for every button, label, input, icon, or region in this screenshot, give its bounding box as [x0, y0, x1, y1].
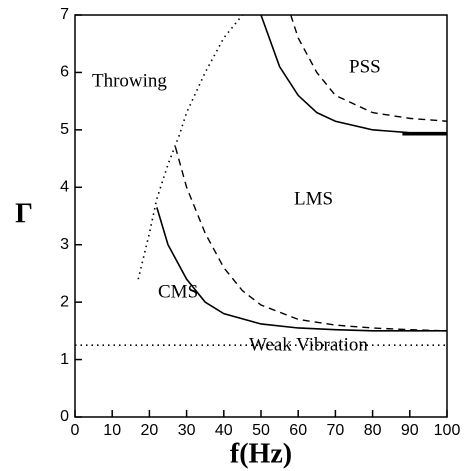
annotation: LMS [294, 188, 333, 209]
y-tick-label: 2 [60, 293, 69, 310]
x-tick-label: 60 [289, 422, 307, 439]
x-tick-label: 80 [364, 422, 382, 439]
annotation: Throwing [92, 70, 167, 91]
x-axis-label: f(Hz) [230, 438, 292, 469]
y-tick-label: 3 [60, 236, 69, 253]
y-tick-label: 4 [60, 179, 69, 196]
x-tick-label: 100 [434, 422, 461, 439]
x-tick-label: 90 [401, 422, 419, 439]
x-tick-label: 50 [252, 422, 270, 439]
y-axis-label: Γ [15, 198, 33, 229]
series-line [137, 14, 244, 280]
y-tick-label: 1 [60, 351, 69, 368]
y-tick-label: 5 [60, 121, 69, 138]
x-tick-label: 20 [141, 422, 159, 439]
series-line [156, 207, 447, 332]
x-tick-label: 0 [71, 422, 80, 439]
annotation: PSS [349, 56, 381, 77]
series-line [260, 14, 447, 134]
annotation: Weak Vibration [249, 334, 368, 355]
y-tick-label: 0 [60, 408, 69, 425]
y-tick-label: 6 [60, 64, 69, 81]
annotation: CMS [158, 281, 198, 302]
x-tick-label: 30 [178, 422, 196, 439]
x-tick-label: 70 [327, 422, 345, 439]
x-tick-label: 40 [215, 422, 233, 439]
series-line [174, 146, 448, 332]
series-line [290, 14, 448, 122]
x-tick-label: 10 [103, 422, 121, 439]
y-tick-label: 7 [60, 6, 69, 23]
